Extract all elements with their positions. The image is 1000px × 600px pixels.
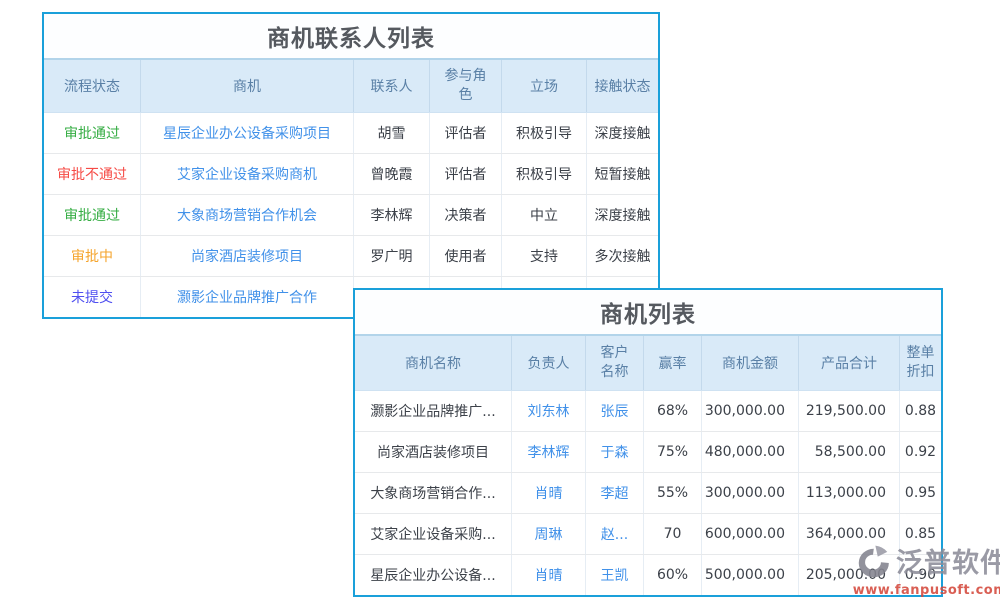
- cell-opportunity-name: 星辰企业办公设备...: [355, 555, 512, 595]
- cell-process-status: 审批通过: [44, 195, 141, 235]
- cell-amount: 600,000.00: [702, 514, 799, 554]
- cell-stance: 积极引导: [502, 113, 587, 153]
- cell-opportunity-name: 艾家企业设备采购...: [355, 514, 512, 554]
- cell-product-total: 58,500.00: [799, 432, 900, 472]
- cell-touch-status: 深度接触: [594, 208, 651, 224]
- cell-role: 评估者: [430, 154, 502, 194]
- cell-contact-name: 罗广明: [354, 236, 430, 276]
- cell-contact-name: 曾晚霞: [354, 154, 430, 194]
- col-header-process-status: 流程状态: [44, 60, 141, 112]
- contact-list-table: 商机联系人列表 流程状态 商机 联系人 参与角色 立场 接触状态 审批通过 星辰…: [42, 12, 660, 319]
- cell-touch-status: 短暂接触: [594, 167, 651, 183]
- cell-stance: 中立: [502, 195, 587, 235]
- contact-table-title: 商机联系人列表: [44, 14, 658, 60]
- cell-opportunity-name: 大象商场营销合作...: [355, 473, 512, 513]
- cell-opportunity-link[interactable]: 大象商场营销合作机会: [141, 195, 354, 235]
- cell-order-discount: 0.95: [904, 485, 937, 501]
- col-header-product-total: 产品合计: [799, 336, 900, 390]
- table-row: 审批通过 星辰企业办公设备采购项目 胡雪 评估者 积极引导 深度接触: [44, 113, 658, 153]
- col-header-customer-name: 客户名称: [586, 336, 644, 390]
- cell-product-total: 205,000.00: [799, 555, 900, 595]
- cell-win-rate: 75%: [644, 432, 702, 472]
- cell-process-status: 审批中: [44, 236, 141, 276]
- cell-order-discount: 0.90: [904, 567, 937, 583]
- cell-order-discount: 0.85: [904, 526, 937, 542]
- table-row: 审批中 尚家酒店装修项目 罗广明 使用者 支持 多次接触: [44, 235, 658, 276]
- cell-customer-link[interactable]: 张辰: [586, 391, 644, 431]
- cell-owner-link[interactable]: 刘东林: [512, 391, 586, 431]
- opportunity-table-header: 商机名称 负责人 客户名称 赢率 商机金额 产品合计 整单折扣: [355, 336, 941, 391]
- cell-owner-link[interactable]: 肖晴: [512, 473, 586, 513]
- cell-role: 使用者: [430, 236, 502, 276]
- cell-process-status: 未提交: [44, 277, 141, 317]
- col-header-opportunity: 商机: [141, 60, 354, 112]
- col-header-touch-status: 接触状态: [594, 79, 651, 95]
- cell-process-status: 审批通过: [44, 113, 141, 153]
- cell-owner-link[interactable]: 周琳: [512, 514, 586, 554]
- cell-opportunity-link[interactable]: 尚家酒店装修项目: [141, 236, 354, 276]
- col-header-role: 参与角色: [430, 60, 502, 112]
- opportunity-table-title: 商机列表: [355, 290, 941, 336]
- cell-role: 决策者: [430, 195, 502, 235]
- col-header-owner: 负责人: [512, 336, 586, 390]
- table-row: 灏影企业品牌推广... 刘东林 张辰 68% 300,000.00 219,50…: [355, 391, 941, 431]
- cell-touch-status: 多次接触: [594, 249, 651, 265]
- cell-process-status: 审批不通过: [44, 154, 141, 194]
- contact-table-body: 审批通过 星辰企业办公设备采购项目 胡雪 评估者 积极引导 深度接触 审批不通过…: [44, 113, 658, 317]
- cell-owner-link[interactable]: 李林辉: [512, 432, 586, 472]
- opportunity-list-table: 商机列表 商机名称 负责人 客户名称 赢率 商机金额 产品合计 整单折扣 灏影企…: [353, 288, 943, 597]
- col-header-contact: 联系人: [354, 60, 430, 112]
- cell-opportunity-link[interactable]: 艾家企业设备采购商机: [141, 154, 354, 194]
- cell-product-total: 113,000.00: [799, 473, 900, 513]
- cell-opportunity-name: 灏影企业品牌推广...: [355, 391, 512, 431]
- cell-opportunity-link[interactable]: 星辰企业办公设备采购项目: [141, 113, 354, 153]
- table-row: 艾家企业设备采购... 周琳 赵... 70 600,000.00 364,00…: [355, 513, 941, 554]
- cell-touch-status: 深度接触: [594, 126, 651, 142]
- cell-opportunity-name: 尚家酒店装修项目: [355, 432, 512, 472]
- contact-table-header: 流程状态 商机 联系人 参与角色 立场 接触状态: [44, 60, 658, 113]
- col-header-win-rate: 赢率: [644, 336, 702, 390]
- opportunity-table-body: 灏影企业品牌推广... 刘东林 张辰 68% 300,000.00 219,50…: [355, 391, 941, 595]
- cell-win-rate: 60%: [644, 555, 702, 595]
- table-row: 尚家酒店装修项目 李林辉 于森 75% 480,000.00 58,500.00…: [355, 431, 941, 472]
- table-row: 星辰企业办公设备... 肖晴 王凯 60% 500,000.00 205,000…: [355, 554, 941, 595]
- table-row: 审批通过 大象商场营销合作机会 李林辉 决策者 中立 深度接触: [44, 194, 658, 235]
- cell-amount: 500,000.00: [702, 555, 799, 595]
- cell-customer-link[interactable]: 于森: [586, 432, 644, 472]
- cell-role: 评估者: [430, 113, 502, 153]
- cell-product-total: 364,000.00: [799, 514, 900, 554]
- cell-customer-link[interactable]: 赵...: [586, 514, 644, 554]
- cell-amount: 300,000.00: [702, 473, 799, 513]
- col-header-amount: 商机金额: [702, 336, 799, 390]
- cell-customer-link[interactable]: 王凯: [586, 555, 644, 595]
- cell-product-total: 219,500.00: [799, 391, 900, 431]
- table-row: 大象商场营销合作... 肖晴 李超 55% 300,000.00 113,000…: [355, 472, 941, 513]
- cell-stance: 支持: [502, 236, 587, 276]
- cell-order-discount: 0.88: [904, 403, 937, 419]
- cell-opportunity-link[interactable]: 灏影企业品牌推广合作: [141, 277, 354, 317]
- cell-win-rate: 70: [644, 514, 702, 554]
- cell-owner-link[interactable]: 肖晴: [512, 555, 586, 595]
- col-header-stance: 立场: [502, 60, 587, 112]
- cell-customer-link[interactable]: 李超: [586, 473, 644, 513]
- cell-amount: 300,000.00: [702, 391, 799, 431]
- cell-order-discount: 0.92: [904, 444, 937, 460]
- cell-win-rate: 55%: [644, 473, 702, 513]
- cell-win-rate: 68%: [644, 391, 702, 431]
- cell-amount: 480,000.00: [702, 432, 799, 472]
- col-header-opportunity-name: 商机名称: [355, 336, 512, 390]
- col-header-order-discount: 整单折扣: [906, 345, 935, 380]
- cell-stance: 积极引导: [502, 154, 587, 194]
- cell-contact-name: 李林辉: [354, 195, 430, 235]
- cell-contact-name: 胡雪: [354, 113, 430, 153]
- table-row: 审批不通过 艾家企业设备采购商机 曾晚霞 评估者 积极引导 短暂接触: [44, 153, 658, 194]
